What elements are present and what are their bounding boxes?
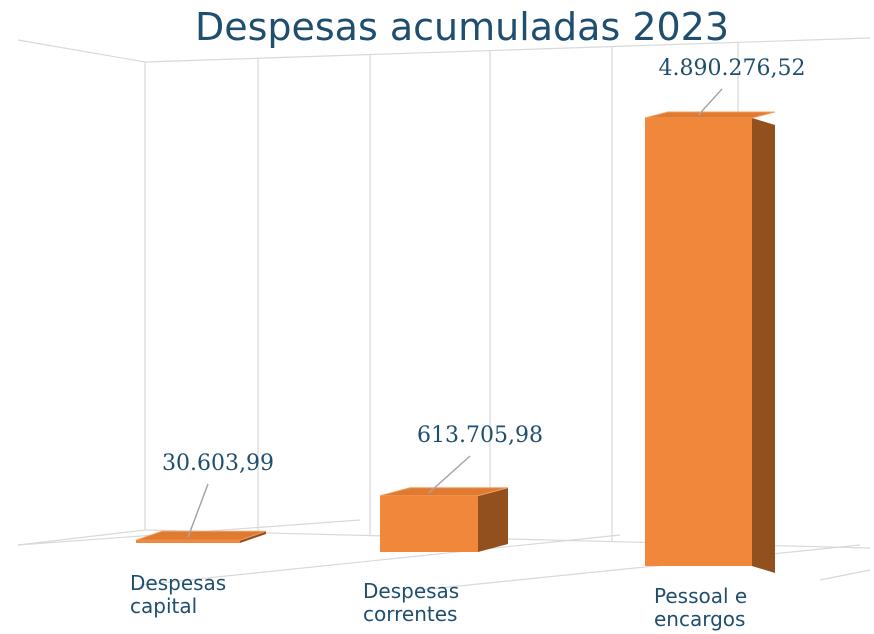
bar-side	[240, 531, 266, 543]
category-label: Despesas correntes	[363, 579, 460, 626]
data-label: 613.705,98	[417, 423, 543, 448]
bar	[136, 540, 240, 543]
category-label: Despesas capital	[130, 571, 227, 618]
leader-line	[187, 483, 209, 538]
data-label: 30.603,99	[162, 451, 274, 476]
data-label: 4.890.276,52	[659, 56, 806, 81]
bar	[645, 118, 752, 566]
bar-side	[752, 118, 775, 573]
bar-top	[644, 111, 776, 119]
bar-side	[478, 487, 508, 552]
bar	[380, 495, 478, 552]
leader-line	[428, 455, 471, 494]
leader-line	[697, 88, 723, 116]
category-label: Pessoal e encargos	[654, 584, 748, 631]
chart-title: Despesas acumuladas 2023	[195, 5, 729, 49]
